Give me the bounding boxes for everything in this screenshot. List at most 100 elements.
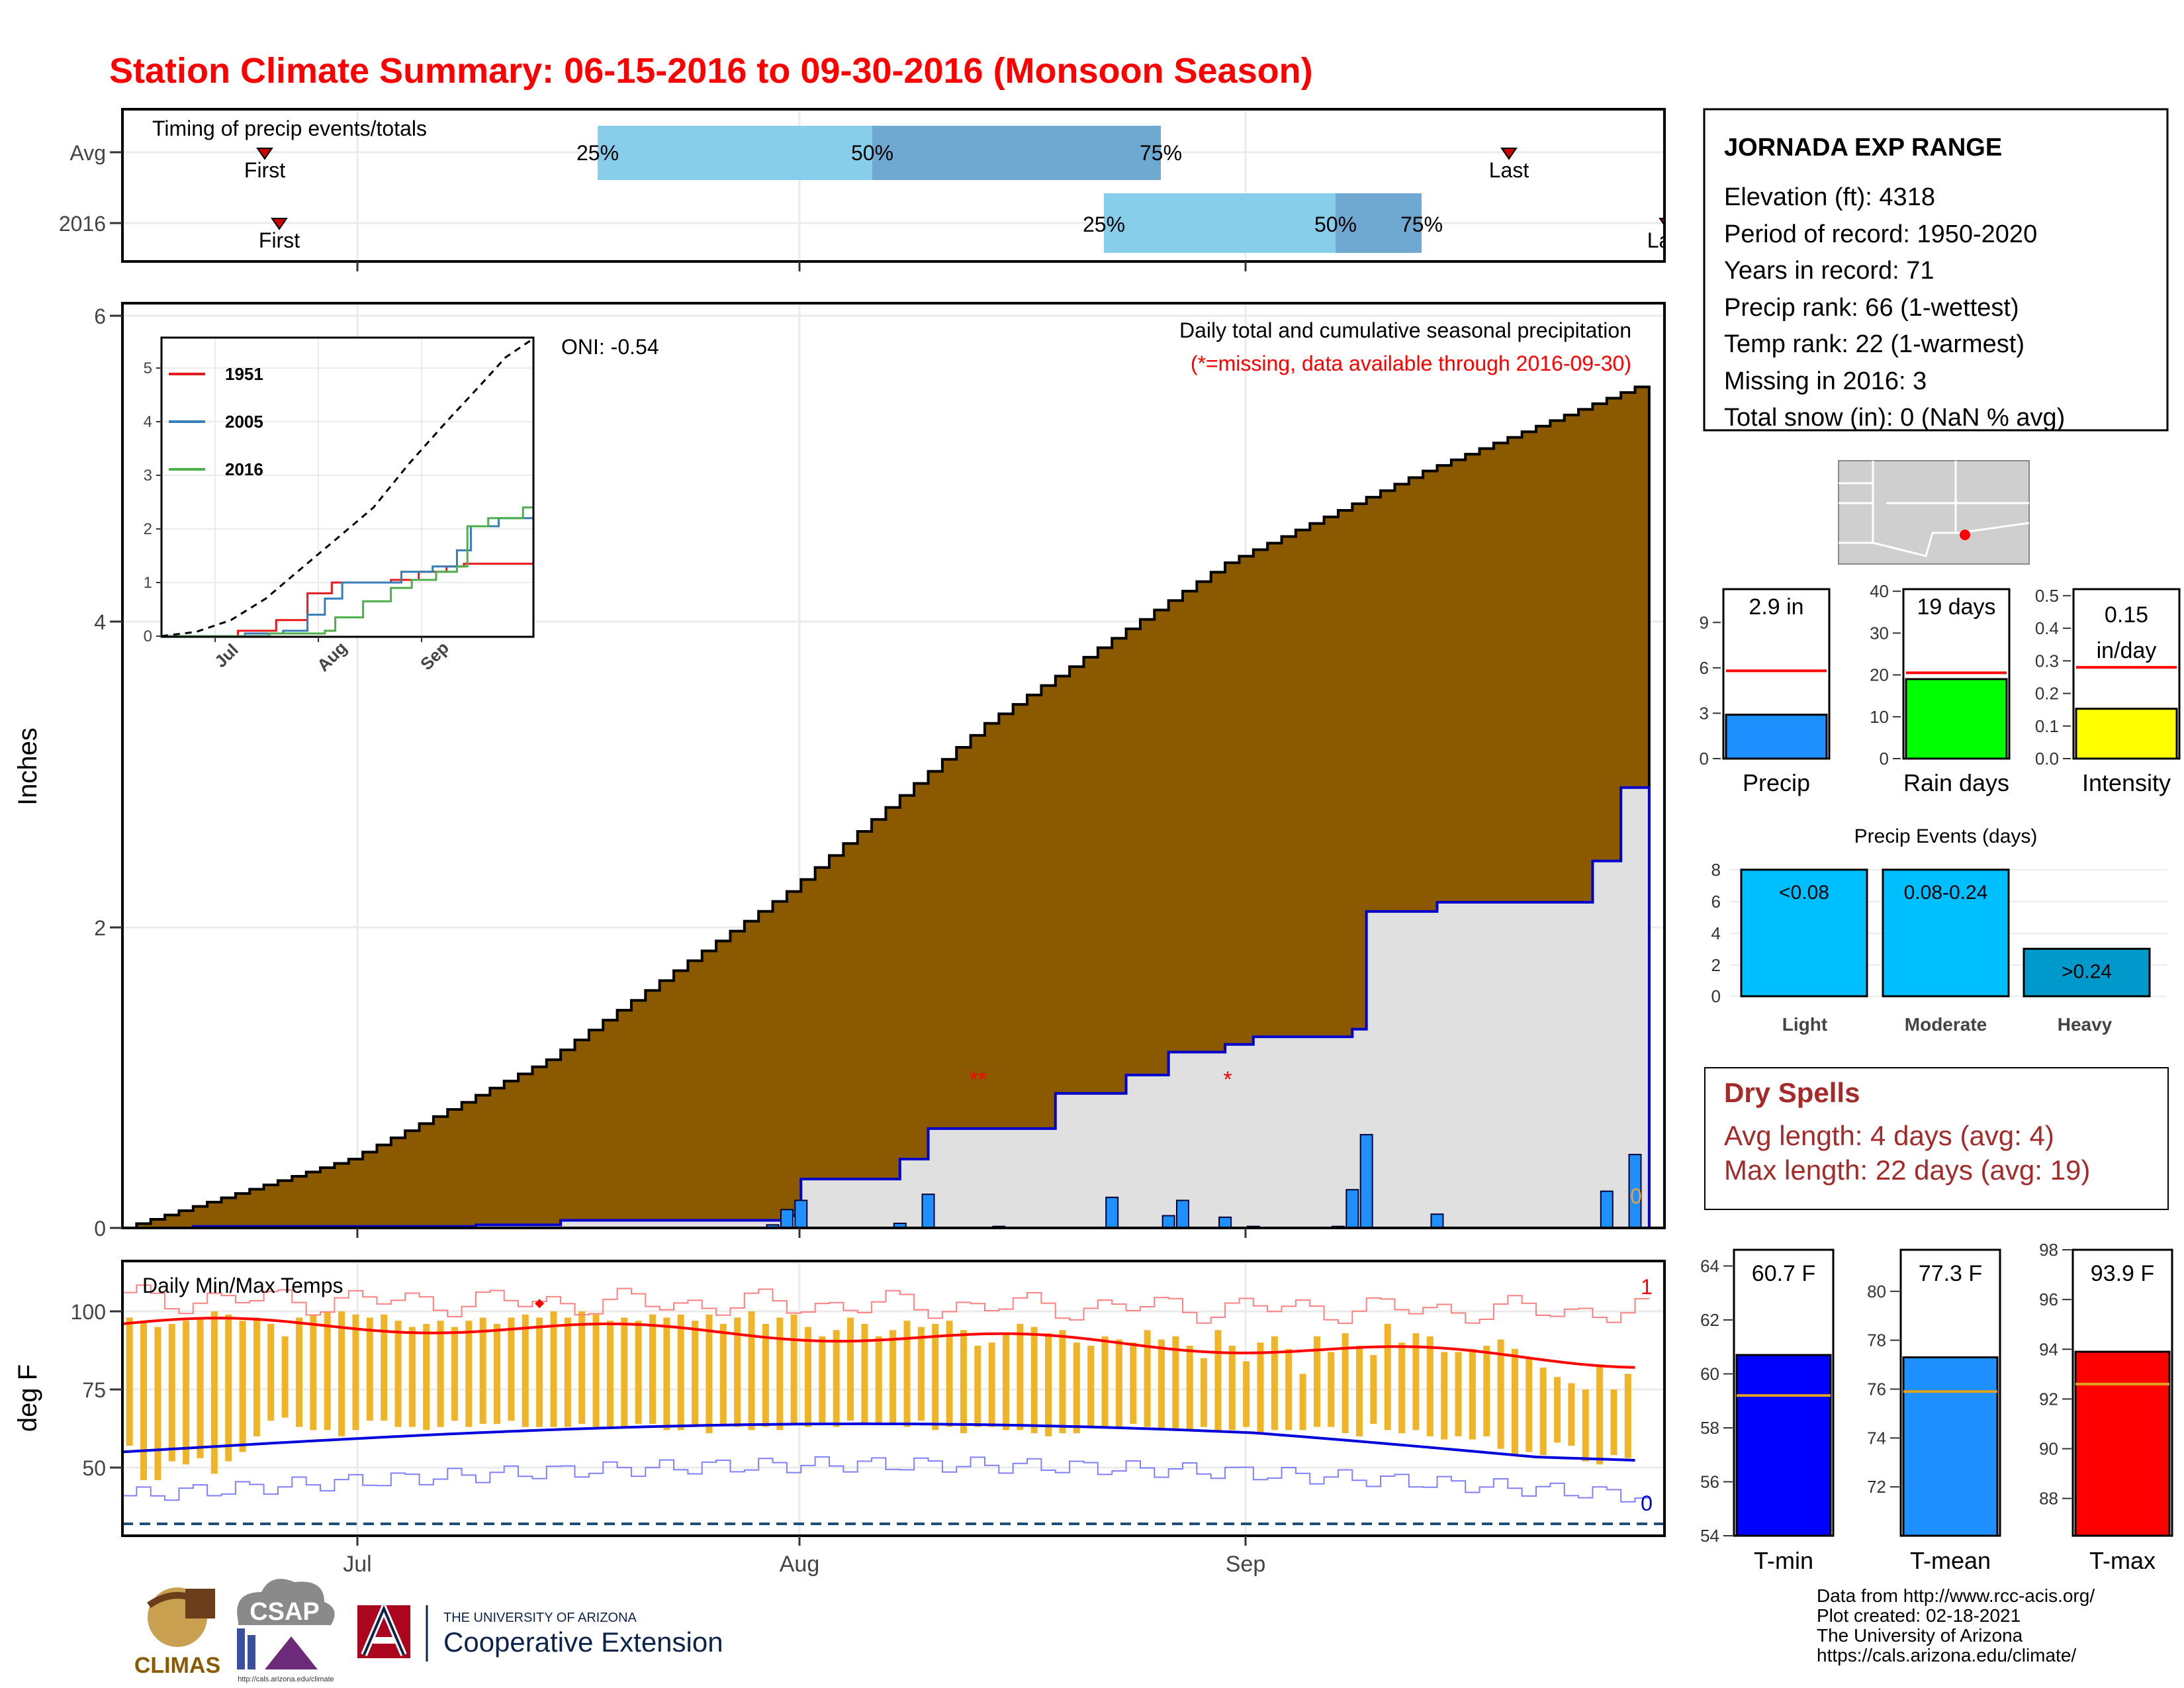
daily-temp-bar: [1610, 1389, 1617, 1456]
events-ytick-4: 4: [1711, 923, 1721, 943]
tmax-ytick: 94: [2039, 1339, 2058, 1359]
daily-temp-bar: [1328, 1352, 1335, 1427]
daily-temp-bar: [522, 1314, 529, 1427]
average-cumulative-precip-area: [122, 385, 1651, 1229]
daily-temp-bar: [1342, 1333, 1349, 1434]
station-line-elevation: Elevation (ft): 4318: [1724, 183, 1935, 211]
daily-temp-bar: [635, 1321, 642, 1424]
daily-temp-bar: [875, 1336, 882, 1424]
daily-temp-bar: [465, 1321, 473, 1427]
page-title: Station Climate Summary: 06-15-2016 to 0…: [109, 51, 1313, 91]
daily-precip-bar: [1218, 1216, 1232, 1229]
intensity-ytick: 0.5: [2035, 586, 2059, 606]
daily-temp-bar: [366, 1317, 373, 1421]
daily-temp-bar: [1384, 1323, 1391, 1430]
temp-ytick-75: 75: [82, 1378, 106, 1402]
daily-temp-bar: [833, 1330, 840, 1427]
zero-days-count: 0: [1630, 1184, 1642, 1208]
inset-legend-1951: 1951: [225, 364, 263, 384]
precip-panel: ** * 0 Daily total and cumulative season…: [13, 302, 1666, 1241]
month-tick-sep: Sep: [1226, 1552, 1266, 1577]
daily-temp-bar: [1158, 1339, 1165, 1430]
daily-temp-bar: [394, 1321, 402, 1427]
daily-temp-bar: [1144, 1330, 1151, 1427]
tmin-ytick: 54: [1700, 1526, 1719, 1546]
daily-temp-bar: [819, 1336, 826, 1424]
intensity-ytick: 0.4: [2035, 618, 2059, 638]
daily-temp-bar: [663, 1317, 670, 1430]
temp-series: [122, 1284, 1649, 1503]
precip-y-axis-label: Inches: [13, 727, 42, 806]
station-line-period: Period of record: 1950-2020: [1724, 220, 2037, 248]
daily-temp-bar: [451, 1327, 458, 1421]
temp-summary-bars: 60.7 F T-min 54 56 58 60 62 64 77.3 F T-mean …: [1700, 1240, 2173, 1574]
rain-days-chart: 19 days Rain days 0 10 20 30 40: [1870, 581, 2011, 796]
inset-ytick-3: 3: [144, 467, 152, 485]
footer-university: The University of Arizona: [1817, 1625, 2023, 1646]
daily-temp-bar: [140, 1321, 148, 1480]
daily-temp-bar: [776, 1317, 784, 1430]
daily-temp-bar: [1285, 1348, 1293, 1430]
daily-temp-bar: [677, 1314, 684, 1430]
missing-marker-1: **: [970, 1067, 987, 1092]
daily-temp-bar: [437, 1321, 444, 1427]
average-max-line: [122, 1317, 1635, 1369]
intensity-ytick: 0.0: [2035, 749, 2059, 769]
timing-avg-axis-label: Avg: [69, 141, 106, 165]
daily-temp-bar: [1186, 1345, 1193, 1430]
tmin-chart: 60.7 F T-min 54 56 58 60 62 64: [1700, 1248, 1835, 1574]
tmean-ytick: 76: [1867, 1379, 1886, 1399]
daily-temp-bar: [748, 1311, 755, 1430]
daily-temp-bar: [564, 1317, 571, 1427]
daily-temp-bar: [310, 1314, 317, 1430]
daily-temp-bar: [1469, 1348, 1476, 1440]
daily-temp-bar: [1299, 1374, 1306, 1430]
daily-precip-bar: [1176, 1199, 1189, 1229]
precip-total-label: Precip: [1743, 769, 1810, 796]
month-tick-jul: Jul: [343, 1552, 371, 1577]
y2016-last-label: Last: [1647, 228, 1688, 252]
ua-logo-line1: THE UNIVERSITY OF ARIZONA: [443, 1611, 637, 1625]
daily-temp-bar: [790, 1314, 797, 1424]
tmin-ytick: 62: [1700, 1310, 1719, 1330]
raindays-ytick: 0: [1880, 749, 1889, 769]
raindays-ytick: 20: [1870, 665, 1889, 685]
dry-spells-box: Dry Spells Avg length: 4 days (avg: 4) M…: [1704, 1067, 2169, 1210]
season-totals-bars: 2.9 in Precip 0 3 6 9 19 days Rain days 0 10…: [1700, 581, 2181, 796]
daily-temp-bar: [1313, 1336, 1320, 1427]
daily-temp-bar: [1003, 1333, 1009, 1430]
precip-ytick: 9: [1700, 612, 1709, 632]
temp-ytick-100: 100: [71, 1300, 106, 1324]
daily-temp-bar: [705, 1314, 713, 1434]
daily-temp-bar: [692, 1321, 699, 1427]
daily-temp-bar: [974, 1345, 981, 1427]
footer-url: https://cals.arizona.edu/climate/: [1817, 1645, 2076, 1665]
daily-temp-bar: [578, 1311, 586, 1424]
tmax-ytick: 90: [2039, 1439, 2058, 1459]
precip-ytick-0: 0: [94, 1217, 106, 1241]
temp-ytick-50: 50: [82, 1456, 106, 1480]
intensity-unit: in/day: [2097, 638, 2157, 663]
intensity-chart: 0.15 in/day Intensity 0.0 0.1 0.2 0.3 0.4 0.5: [2035, 586, 2181, 796]
daily-temp-bar: [1201, 1358, 1208, 1427]
daily-temp-bar: [1214, 1330, 1222, 1430]
daily-precip-bars: [766, 1134, 1642, 1229]
station-line-precip-rank: Precip rank: 66 (1-wettest): [1724, 294, 2019, 322]
daily-temp-bar: [267, 1323, 275, 1421]
avg-iqr-upper-bar: [872, 126, 1161, 180]
missing-marker-2: *: [1223, 1067, 1232, 1092]
daily-temp-bar: [932, 1323, 939, 1430]
daily-temp-bar: [1059, 1330, 1066, 1434]
precip-events-bar: [2023, 947, 2151, 998]
precip-events-bar: [1882, 868, 2010, 998]
tmin-ytick: 56: [1700, 1472, 1719, 1491]
timing-label: Timing of precip events/totals: [152, 117, 427, 140]
daily-temp-bar: [960, 1330, 967, 1434]
dry-spells-max: Max length: 22 days (avg: 19): [1724, 1154, 2090, 1186]
daily-temp-bar: [847, 1317, 854, 1421]
daily-temp-bar: [1525, 1358, 1533, 1452]
footer-data-source: Data from http://www.rcc-acis.org/: [1817, 1585, 2095, 1606]
daily-temp-bar: [1511, 1348, 1518, 1456]
tmin-value: 60.7 F: [1752, 1261, 1815, 1286]
y2016-first-marker-icon: [271, 218, 288, 230]
